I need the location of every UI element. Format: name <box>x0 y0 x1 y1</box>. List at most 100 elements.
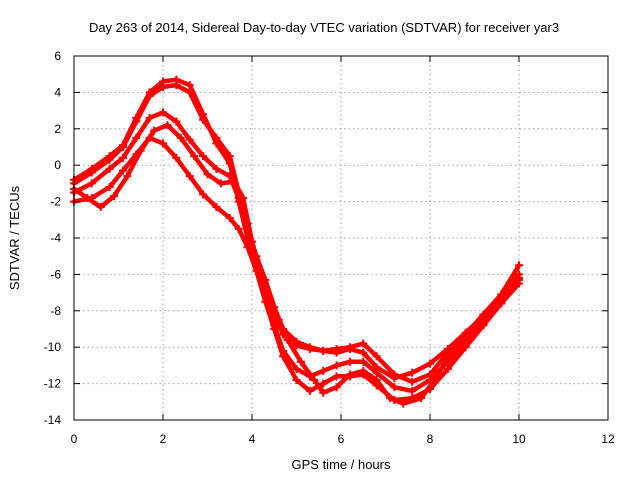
data-point-marker <box>159 139 167 148</box>
data-point-marker <box>385 394 394 403</box>
data-point-marker <box>172 75 181 84</box>
data-point-marker <box>212 139 221 148</box>
data-point-marker <box>216 179 225 188</box>
data-point-marker <box>319 346 328 355</box>
data-point-marker <box>426 359 434 368</box>
y-axis-label: SDTVAR / TECUs <box>7 185 22 290</box>
data-point-marker <box>163 121 172 130</box>
x-tick-label: 4 <box>249 432 256 446</box>
data-point-marker <box>176 133 185 142</box>
data-point-marker <box>515 270 523 279</box>
data-point-marker <box>225 213 234 222</box>
data-point-marker <box>199 152 208 161</box>
data-point-marker <box>248 237 256 246</box>
data-point-marker <box>105 183 114 192</box>
data-point-marker <box>172 117 181 126</box>
data-point-marker <box>372 368 381 377</box>
data-point-marker <box>83 193 92 202</box>
y-tick-label: -8 <box>50 304 61 318</box>
x-tick-label: 2 <box>160 432 167 446</box>
data-point-marker <box>443 365 452 374</box>
x-tick-label: 10 <box>512 432 526 446</box>
data-point-marker <box>359 339 368 348</box>
data-point-marker <box>296 357 305 366</box>
series-line-day-2 <box>71 77 522 385</box>
data-point-marker <box>185 81 194 90</box>
data-point-marker <box>265 295 274 304</box>
axis-ticks: 0 2 4 6 8 10 12 -14 -12 -10 -8 -6 -4 -2 0 2 4 6 <box>44 49 615 446</box>
data-point-marker <box>132 133 141 142</box>
data-point-marker <box>261 297 270 306</box>
data-point-marker <box>345 343 354 352</box>
data-point-marker <box>443 354 452 363</box>
data-point-marker <box>283 335 292 344</box>
data-point-marker <box>118 166 127 175</box>
y-tick-label: -14 <box>44 413 62 427</box>
data-point-marker <box>319 366 328 375</box>
data-point-marker <box>190 152 199 161</box>
data-point-marker <box>332 345 341 354</box>
data-point-marker <box>256 270 265 279</box>
data-point-marker <box>234 224 243 233</box>
data-point-marker <box>145 113 154 122</box>
data-point-marker <box>118 153 127 162</box>
data-point-marker <box>292 365 301 374</box>
data-point-marker <box>305 386 314 395</box>
data-point-marker <box>145 88 154 97</box>
data-point-marker <box>345 370 354 379</box>
data-point-marker <box>372 352 381 361</box>
data-point-marker <box>319 379 328 388</box>
data-point-marker <box>292 375 301 384</box>
data-point-marker <box>319 388 328 397</box>
data-point-marker <box>123 172 132 181</box>
data-point-marker <box>332 372 341 381</box>
data-point-marker <box>345 357 354 366</box>
data-point-marker <box>399 399 408 408</box>
x-tick-label: 6 <box>338 432 345 446</box>
data-point-marker <box>105 152 114 161</box>
series-line-day-4 <box>71 135 522 403</box>
x-tick-label: 0 <box>71 432 78 446</box>
data-point-marker <box>292 341 301 350</box>
data-point-marker <box>408 368 417 377</box>
data-point-marker <box>212 164 221 173</box>
data-point-marker <box>159 108 167 117</box>
data-point-marker <box>243 243 252 252</box>
data-point-marker <box>359 348 368 357</box>
data-point-marker <box>225 159 234 168</box>
data-point-marker <box>136 146 145 155</box>
x-tick-label: 8 <box>427 432 434 446</box>
data-point-marker <box>310 375 319 384</box>
data-point-marker <box>87 164 96 173</box>
data-point-marker <box>212 203 221 212</box>
data-point-marker <box>159 77 167 86</box>
data-point-marker <box>497 297 506 306</box>
x-tick-label: 12 <box>601 432 615 446</box>
y-tick-label: 4 <box>54 85 61 99</box>
data-point-marker <box>390 370 399 379</box>
y-tick-label: -4 <box>50 231 61 245</box>
data-point-marker <box>274 315 283 324</box>
data-point-marker <box>270 325 279 333</box>
data-point-marker <box>150 126 159 135</box>
data-point-marker <box>332 361 341 370</box>
data-point-marker <box>172 153 181 162</box>
data-point-marker <box>96 203 105 212</box>
data-point-marker <box>408 377 417 386</box>
data-point-marker <box>332 383 341 392</box>
data-point-marker <box>230 177 239 186</box>
data-point-marker <box>515 261 523 270</box>
data-point-marker <box>372 375 381 384</box>
data-point-marker <box>408 386 417 395</box>
data-point-marker <box>225 172 234 181</box>
data-point-marker <box>185 135 194 144</box>
data-point-marker <box>359 366 368 375</box>
data-point-marker <box>105 164 114 173</box>
y-tick-label: 0 <box>54 158 61 172</box>
data-point-marker <box>110 192 119 201</box>
data-point-marker <box>279 352 288 361</box>
x-axis-label: GPS time / hours <box>292 457 391 472</box>
data-point-marker <box>461 335 470 344</box>
data-point-marker <box>239 193 248 202</box>
data-point-marker <box>430 375 439 384</box>
